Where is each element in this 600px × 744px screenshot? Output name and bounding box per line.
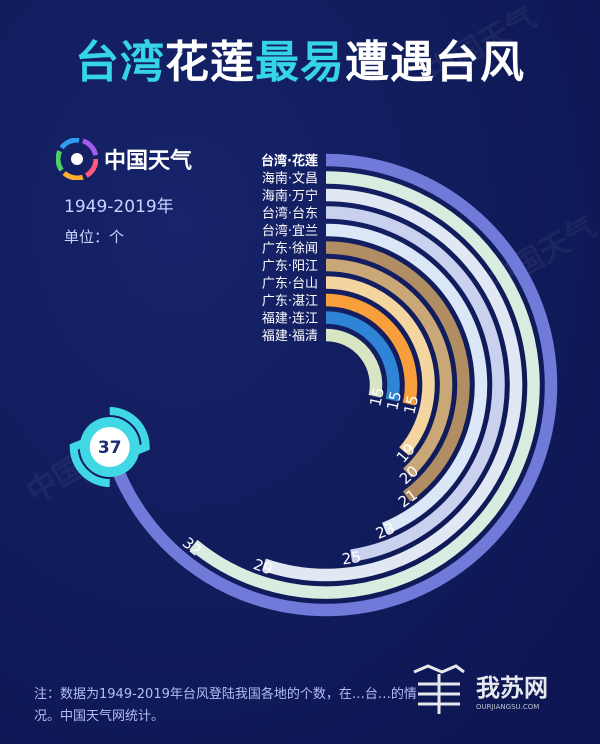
typhoon-icon bbox=[69, 407, 150, 488]
bar-10 bbox=[325, 311, 400, 402]
category-label: 广东·台山 bbox=[262, 277, 318, 292]
brand-name: 中国天气 bbox=[104, 149, 193, 174]
title-part-1: 台湾 bbox=[75, 37, 165, 88]
value-label: 23 bbox=[373, 519, 397, 543]
category-label: 海南·文昌 bbox=[262, 171, 318, 187]
brand: 中国天气 bbox=[56, 138, 192, 180]
bar-5 bbox=[325, 223, 488, 535]
title-part-2: 花莲 bbox=[165, 37, 255, 88]
value-label: 15 bbox=[383, 389, 405, 412]
unit-label: 单位：个 bbox=[64, 228, 125, 246]
bar-1 bbox=[103, 153, 558, 617]
bar-7 bbox=[325, 258, 453, 478]
bar-4 bbox=[325, 206, 505, 562]
footnote: 注：数据为1949-2019年台风登陆我国各地的个数，在…台…的情况。中国天气网… bbox=[34, 687, 417, 724]
value-label: 25 bbox=[341, 548, 363, 569]
weather-swirl-logo-icon bbox=[56, 138, 98, 180]
title-part-3: 最易 bbox=[255, 37, 345, 88]
watermark-logo-icon bbox=[413, 664, 465, 714]
watermark-text: 我苏网 bbox=[476, 673, 548, 702]
value-label: 15 bbox=[400, 393, 422, 416]
category-label: 广东·徐闻 bbox=[262, 242, 318, 257]
title-part-4: 遭遇台风 bbox=[345, 37, 525, 88]
bar-2 bbox=[189, 171, 540, 599]
bar-6 bbox=[325, 241, 470, 502]
category-label: 福建·连江 bbox=[262, 311, 318, 327]
watermark-subtext: OURJIANGSU.COM bbox=[476, 702, 540, 711]
bar-8 bbox=[325, 276, 435, 456]
bar-3 bbox=[261, 188, 523, 582]
period-label: 1949-2019年 bbox=[64, 197, 174, 217]
bar-11 bbox=[325, 328, 383, 398]
value-label: 37 bbox=[98, 438, 122, 458]
category-label: 广东·阳江 bbox=[262, 259, 318, 274]
category-label: 台湾·台东 bbox=[262, 206, 318, 222]
value-label: 29 bbox=[251, 555, 275, 578]
category-label: 广东·湛江 bbox=[262, 294, 318, 309]
category-label: 台湾·花莲 bbox=[261, 153, 318, 169]
category-label: 海南·万宁 bbox=[262, 188, 318, 204]
category-label: 台湾·宜兰 bbox=[262, 223, 318, 239]
category-label: 福建·福清 bbox=[262, 329, 318, 344]
watermark: 我苏网 OURJIANGSU.COM bbox=[408, 662, 548, 716]
value-label: 15 bbox=[366, 385, 388, 408]
bar-9 bbox=[325, 293, 418, 406]
chart-title: 台湾花莲最易遭遇台风 bbox=[0, 26, 600, 90]
